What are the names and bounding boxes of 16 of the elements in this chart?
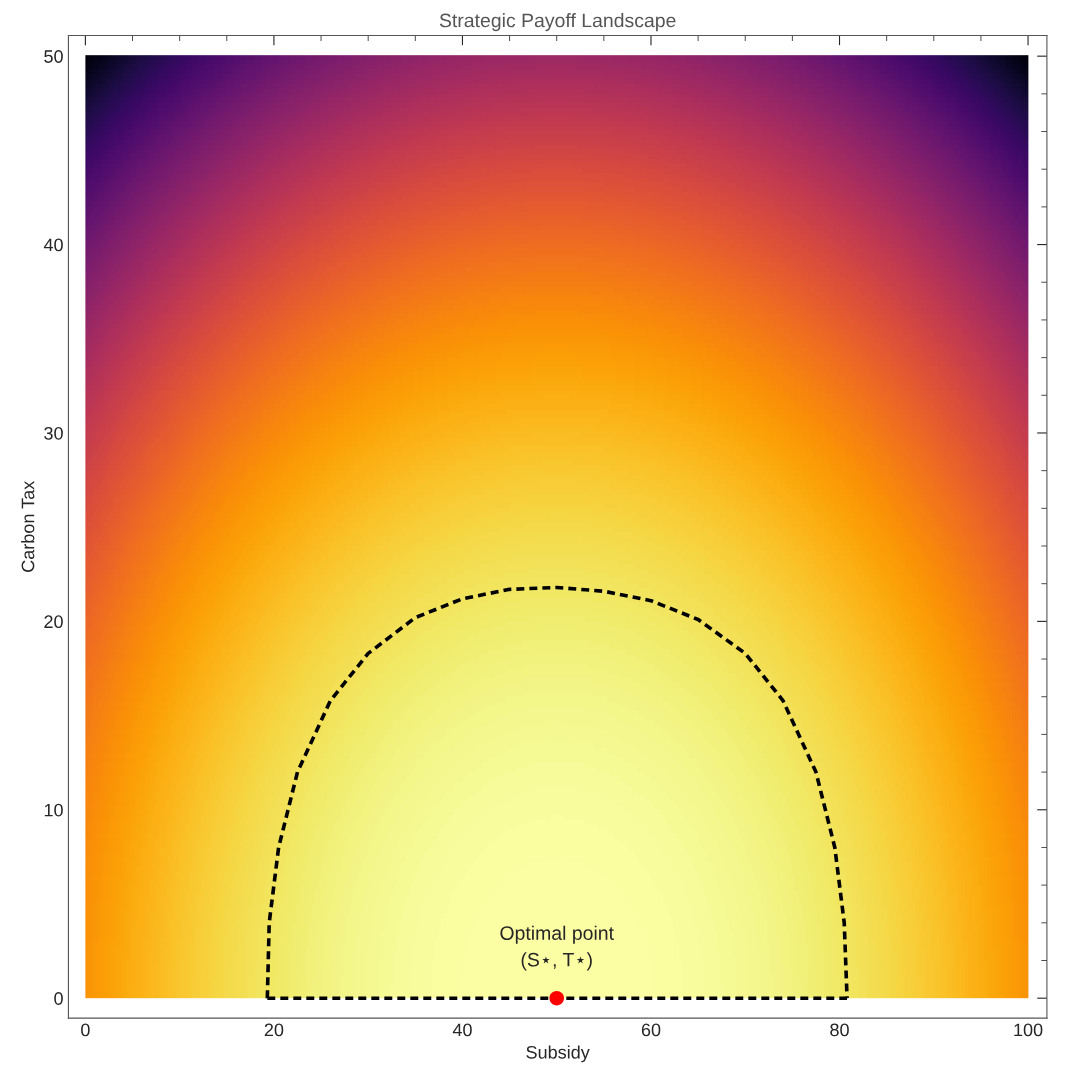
y-tick-label: 30	[44, 426, 63, 440]
y-tick-label: 50	[44, 50, 63, 63]
x-tick-label: 100	[1014, 1023, 1043, 1037]
x-tick-label: 80	[830, 1023, 849, 1037]
y-axis-title: Carbon Tax	[21, 480, 35, 572]
x-tick-label: 60	[641, 1023, 661, 1037]
y-tick-label: 10	[44, 803, 63, 817]
y-tick-label: 40	[43, 238, 63, 252]
x-axis-title: Subsidy	[526, 1045, 590, 1063]
y-tick-label: 20	[44, 615, 63, 629]
chart-title: Strategic Payoff Landscape	[439, 13, 676, 32]
annotation: Optimal point (S⋆, T⋆)	[500, 925, 614, 971]
y-tick-label: 0	[54, 992, 63, 1005]
x-tick-label: 0	[81, 1023, 90, 1037]
x-tick-label: 40	[452, 1023, 472, 1037]
x-tick-label: 20	[264, 1023, 284, 1037]
